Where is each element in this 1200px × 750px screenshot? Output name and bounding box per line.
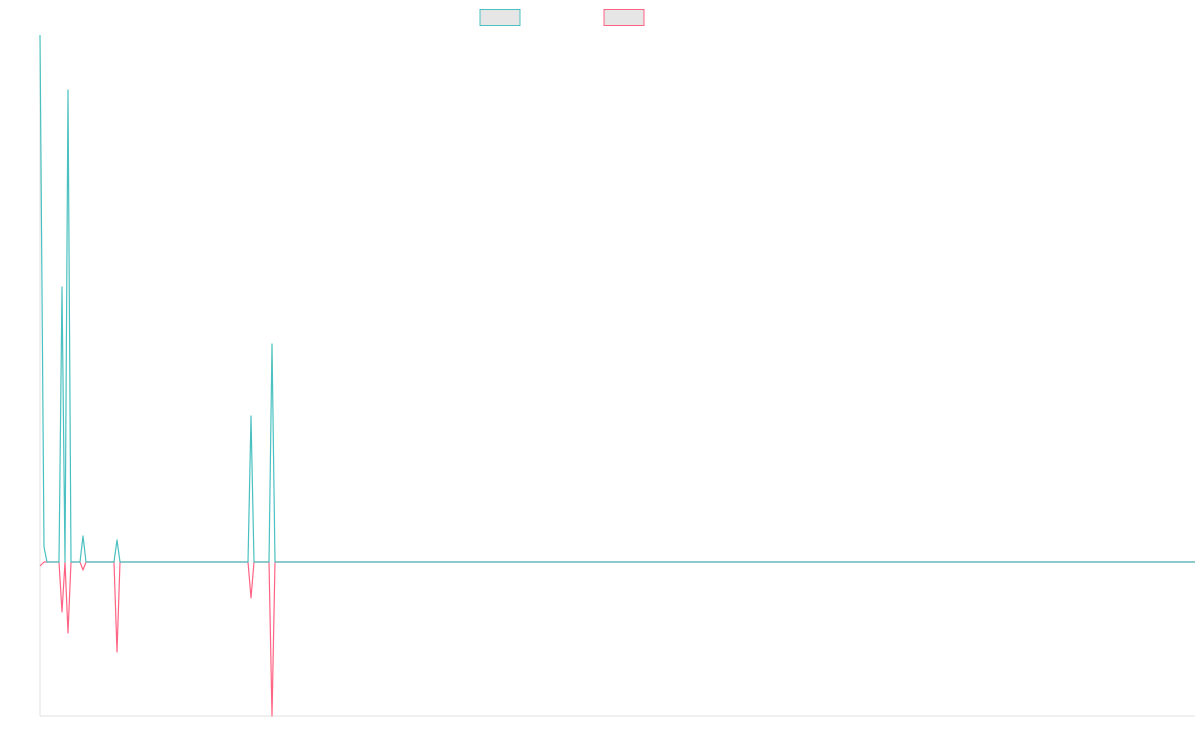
series-line <box>39 34 1195 563</box>
legend-swatch <box>603 9 645 26</box>
legend-swatch <box>479 9 521 26</box>
series-line <box>39 561 1195 717</box>
